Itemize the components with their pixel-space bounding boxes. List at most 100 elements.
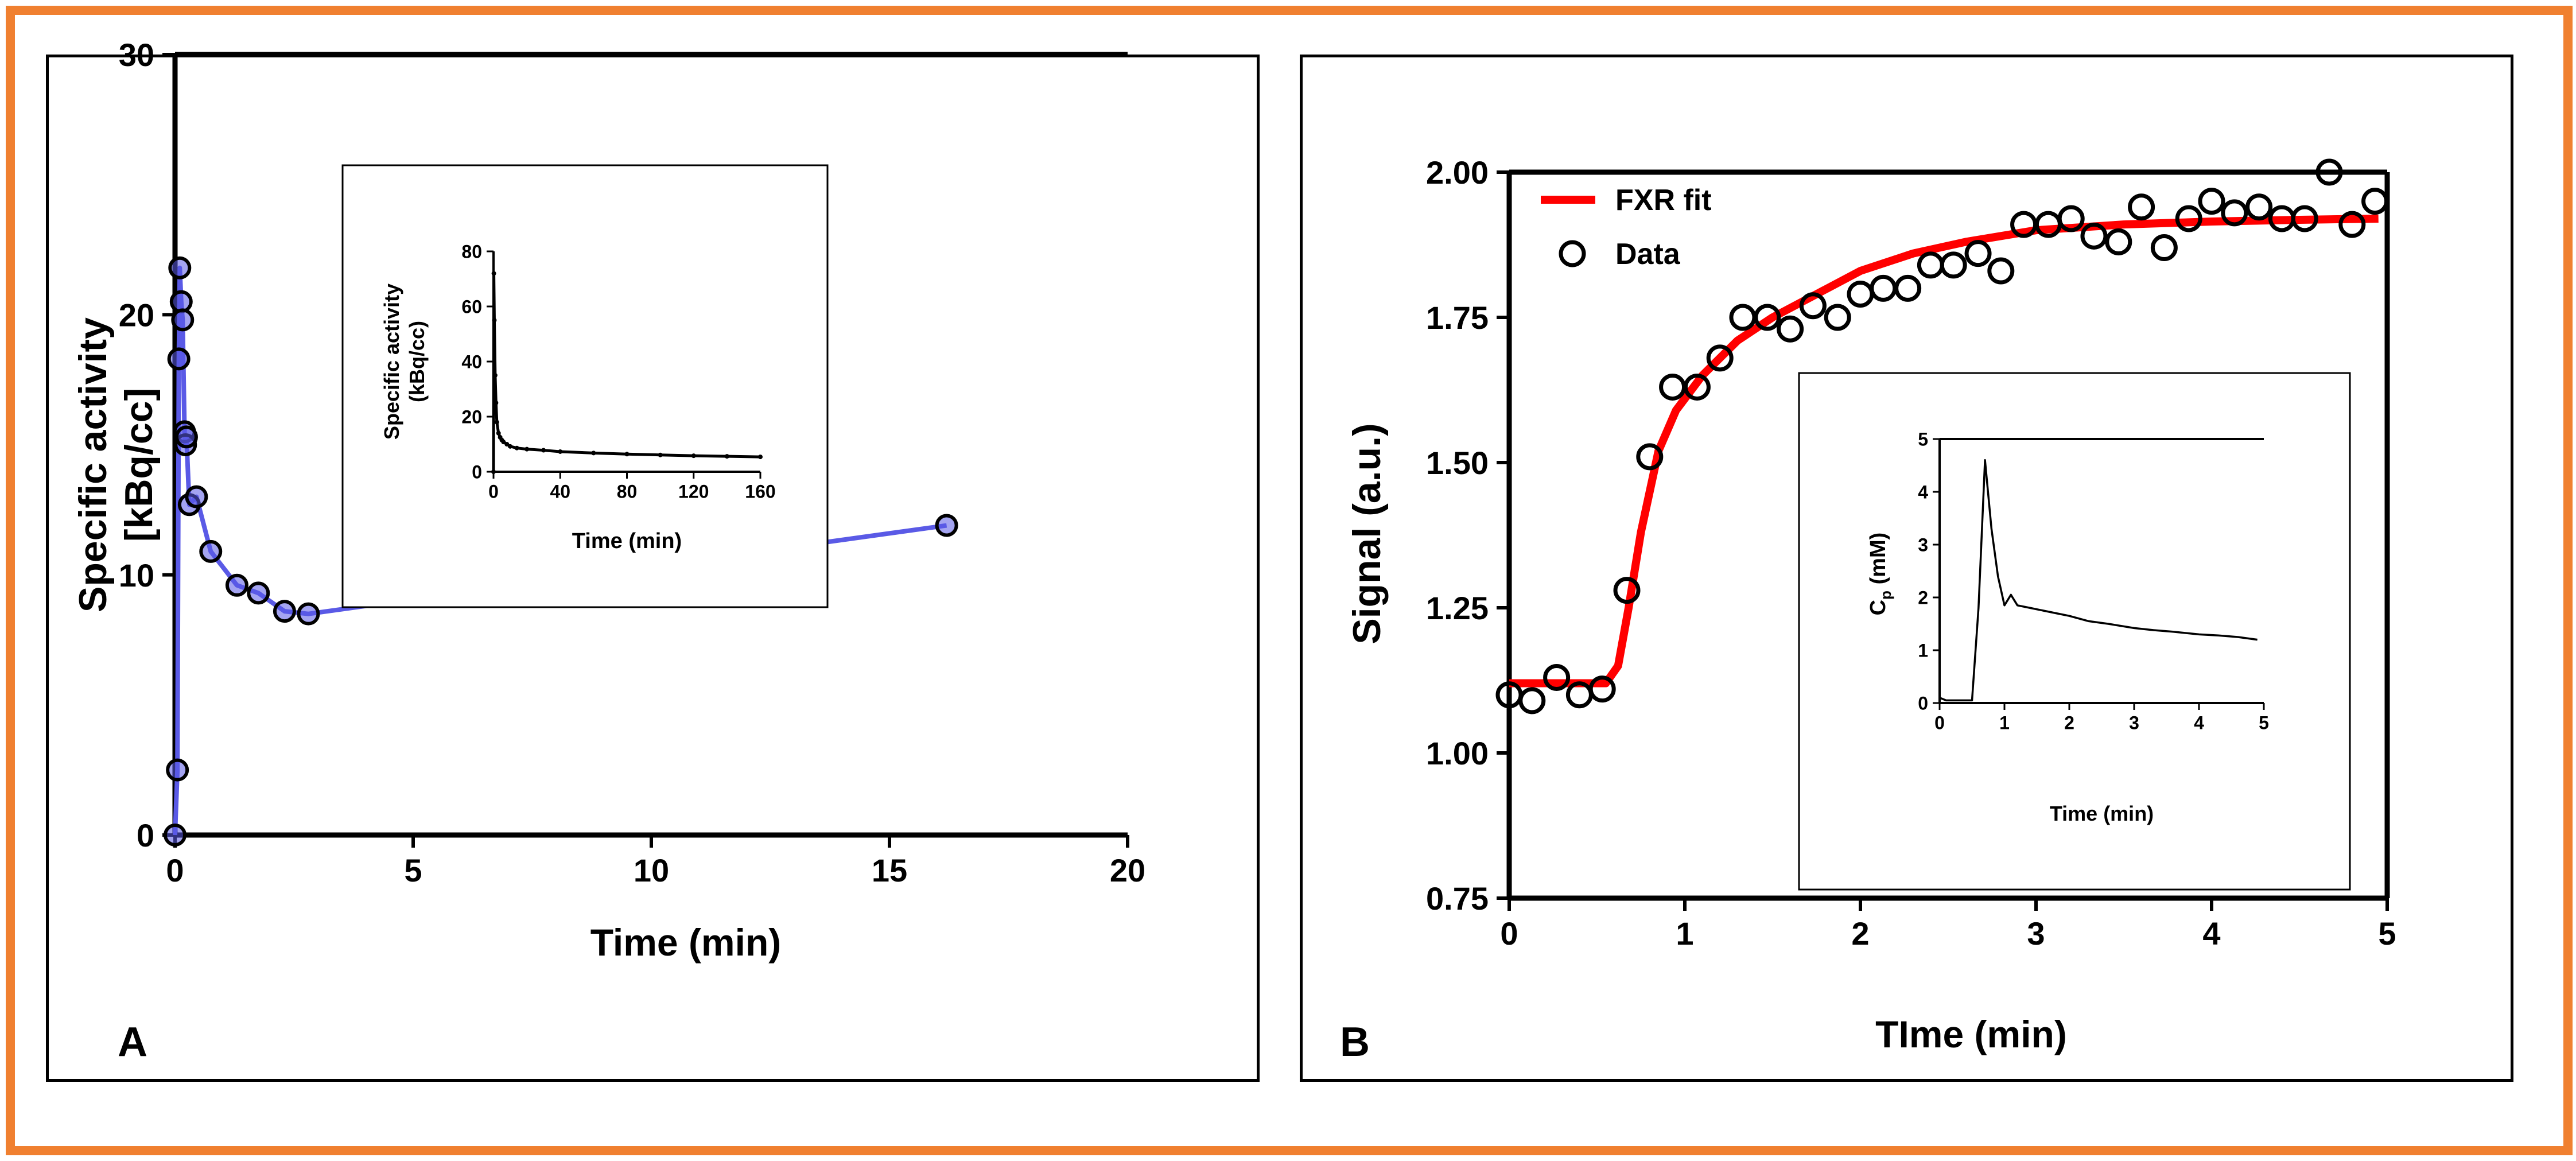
- panel-a-inset-data-point: [658, 452, 663, 457]
- panel-a-inset-x-axis-label: Time (min): [572, 529, 682, 553]
- panel-a-data-point: [168, 256, 192, 279]
- panel-b-data-point: [2221, 199, 2248, 227]
- panel-a-data-point: [185, 485, 208, 508]
- panel-b-data-point: [1518, 687, 1546, 715]
- panel-b-inset-y-label-main: C: [1866, 600, 1890, 615]
- panel-b-data-point: [1894, 274, 1922, 302]
- panel-a-inset-data-point: [624, 452, 630, 457]
- A-inset-x-tick-label: 160: [745, 482, 775, 502]
- panel-b-data-point: [1824, 304, 1851, 331]
- panel-b-legend-data-label: Data: [1615, 238, 1681, 271]
- B-main-y-tick-label: 1.50: [1426, 445, 1489, 481]
- panel-a-data-point: [199, 539, 223, 563]
- panel-a-inset-data-point: [501, 440, 506, 445]
- panel-a-data-point: [935, 514, 958, 537]
- B-main-y-tick-label: 1.75: [1426, 300, 1489, 336]
- panel-b-data-point: [2128, 193, 2155, 221]
- panel-a-data-point: [297, 602, 320, 626]
- panel-a-data-point: [167, 347, 191, 371]
- B-main-y-tick-label: 1.00: [1426, 735, 1489, 771]
- panel-b-inset-x-axis-label: Time (min): [2050, 802, 2154, 825]
- A-inset-y-tick-label: 0: [472, 462, 482, 483]
- panel-a-data-point: [166, 758, 189, 782]
- A-main-y-tick-label: 10: [119, 557, 154, 593]
- B-main-x-tick-label: 2: [1851, 915, 1869, 952]
- panel-b-data-point: [1706, 344, 1734, 372]
- panel-b-data-point: [1659, 373, 1687, 401]
- panel-a-inset-data-point: [491, 271, 496, 276]
- panel-b-data-point: [1870, 274, 1897, 302]
- B-inset-y-tick-label: 5: [1918, 429, 1928, 450]
- B-main-x-tick-label: 5: [2378, 915, 2396, 952]
- panel-a-inset-data-point: [492, 373, 498, 378]
- panel-a-inset-data-point: [494, 420, 499, 425]
- panel-b-data-point: [1729, 304, 1757, 331]
- panel-a-inset-data-point: [558, 449, 563, 454]
- panel-a: 0 5 10 15 20 0 10 20 30 Time (min) Specific activi…: [46, 37, 1260, 1082]
- A-main-y-tick-label: 30: [119, 37, 154, 73]
- A-main-y-tick-label: 20: [119, 297, 154, 333]
- panel-a-inset-data-point: [541, 448, 546, 453]
- panel-b-data-point: [1683, 373, 1711, 401]
- A-main-x-tick-label: 15: [872, 852, 907, 888]
- panel-a-inset-data-point: [524, 446, 530, 452]
- B-main-x-tick-label: 1: [1676, 915, 1693, 952]
- panel-a-data-point: [171, 308, 195, 332]
- A-inset-y-tick-label: 40: [461, 352, 482, 372]
- panel-a-inset-data-point: [591, 451, 596, 456]
- panel-b-data-point: [2245, 193, 2273, 221]
- panel-a-inset-data-point: [492, 318, 497, 323]
- panel-b-data-point: [1543, 663, 1571, 691]
- panel-b-data-point: [2175, 205, 2202, 232]
- A-inset-y-tick-label: 20: [461, 407, 482, 428]
- panel-b-data-point: [2291, 205, 2318, 232]
- panel-a-inset-box: [341, 164, 829, 608]
- panel-a-letter: A: [118, 1019, 147, 1065]
- A-inset-y-tick-label: 80: [461, 242, 482, 262]
- B-main-x-tick-label: 0: [1500, 915, 1518, 952]
- panel-b-data-point: [2105, 228, 2132, 255]
- panel-a-inset-data-point: [758, 455, 763, 460]
- panel-a-y-axis-label: Specific activity[kBq/cc]: [71, 317, 161, 612]
- B-main-x-tick-label: 3: [2027, 915, 2045, 952]
- panel-b-data-point: [1754, 304, 1781, 331]
- B-main-x-tick-label: 4: [2202, 915, 2220, 952]
- panel-b-data-point: [1917, 251, 1944, 279]
- panel-a-inset-y-label-line2: (kBq/cc): [405, 321, 429, 402]
- panel-b-svg: 0 1 2 3 4 5 0.75 1.00 1.25 1.50 1.75 2.00 TIme (min)…: [1340, 154, 2396, 1065]
- panel-a-x-axis-label: Time (min): [590, 921, 781, 964]
- B-inset-y-tick-label: 0: [1918, 693, 1928, 714]
- panel-a-inset-data-point: [508, 444, 513, 449]
- panel-a-inset-data-point: [514, 445, 519, 451]
- panel-a-data-point: [273, 600, 296, 623]
- panel-b-main-plot: 0 1 2 3 4 5 0.75 1.00 1.25 1.50 1.75 2.00 TIme (min)…: [1345, 154, 2396, 1055]
- A-inset-y-tick-label: 60: [461, 297, 482, 317]
- panel-b-data-point: [2338, 211, 2366, 238]
- B-inset-x-tick-label: 4: [2194, 713, 2204, 733]
- A-main-x-tick-label: 5: [404, 852, 422, 888]
- B-inset-y-tick-label: 4: [1918, 482, 1928, 503]
- panel-b-data-point: [1847, 281, 1874, 308]
- panel-b-inset-box: [1798, 372, 2351, 891]
- panel-b-data-point: [1636, 443, 1664, 471]
- panel-a-main-plot: 0 5 10 15 20 0 10 20 30 Time (min) Specific activi…: [71, 37, 1145, 964]
- panel-b-fit-line: [1509, 214, 2379, 688]
- panel-b-inset-y-label-unit: (mM): [1866, 533, 1890, 591]
- A-inset-x-tick-label: 40: [550, 482, 570, 502]
- panel-a-inset-data-point: [494, 401, 499, 405]
- panel-b-x-axis-label: TIme (min): [1875, 1013, 2067, 1055]
- B-inset-y-tick-label: 1: [1918, 640, 1928, 661]
- panel-a-y-axis-label-line2: [kBq/cc]: [117, 388, 161, 542]
- panel-a-inset-data-point: [724, 454, 729, 459]
- panel-b-letter: B: [1340, 1019, 1370, 1065]
- B-main-y-tick-label: 0.75: [1426, 880, 1489, 917]
- panel-a-inset-y-axis-label: Specific activity(kBq/cc): [380, 284, 429, 440]
- panel-b-legend-data-swatch: [1559, 240, 1586, 267]
- panel-b-data-point: [1588, 675, 1616, 703]
- B-main-y-tick-label: 1.25: [1426, 590, 1489, 626]
- B-inset-x-tick-label: 0: [1934, 713, 1945, 733]
- panel-a-inset-data-point: [491, 469, 496, 474]
- A-main-x-tick-label: 10: [634, 852, 669, 888]
- panel-b-inset-y-axis-label: Cp (mM): [1866, 533, 1894, 616]
- panel-b-data-point: [1940, 251, 1967, 279]
